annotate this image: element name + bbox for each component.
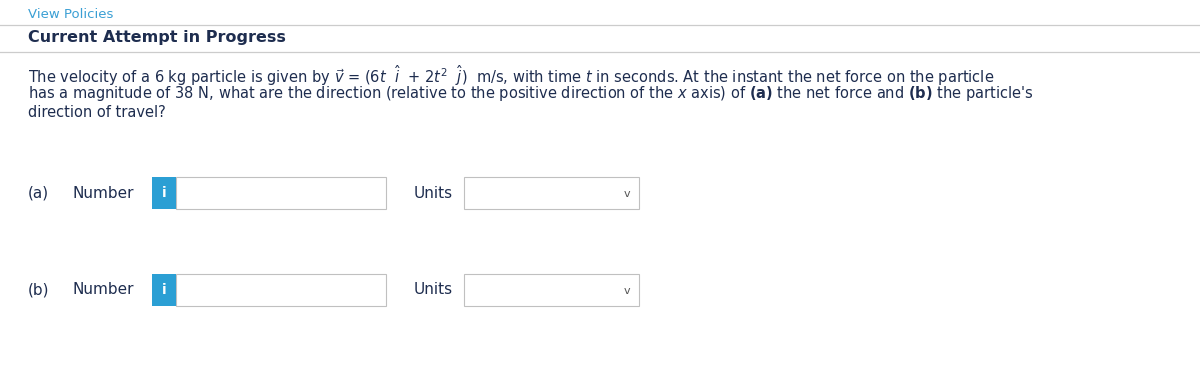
- Text: has a magnitude of 38 N, what are the direction (relative to the positive direct: has a magnitude of 38 N, what are the di…: [28, 84, 1033, 103]
- FancyBboxPatch shape: [464, 177, 640, 209]
- FancyBboxPatch shape: [152, 274, 176, 306]
- Text: Current Attempt in Progress: Current Attempt in Progress: [28, 30, 286, 45]
- Text: v: v: [624, 286, 630, 296]
- Text: Number: Number: [72, 283, 133, 298]
- Text: v: v: [624, 189, 630, 199]
- FancyBboxPatch shape: [176, 177, 386, 209]
- FancyBboxPatch shape: [464, 274, 640, 306]
- Text: Units: Units: [414, 283, 454, 298]
- Text: i: i: [162, 283, 167, 297]
- FancyBboxPatch shape: [176, 274, 386, 306]
- Text: (a): (a): [28, 185, 49, 200]
- Text: (b): (b): [28, 283, 49, 298]
- Text: Number: Number: [72, 185, 133, 200]
- Text: i: i: [162, 186, 167, 200]
- Text: Units: Units: [414, 185, 454, 200]
- FancyBboxPatch shape: [152, 177, 176, 209]
- Text: direction of travel?: direction of travel?: [28, 105, 166, 120]
- Text: View Policies: View Policies: [28, 8, 113, 21]
- Text: The velocity of a 6 kg particle is given by $\vec{v}$ = (6$t$  $\hat{i}$  + 2$t^: The velocity of a 6 kg particle is given…: [28, 63, 995, 88]
